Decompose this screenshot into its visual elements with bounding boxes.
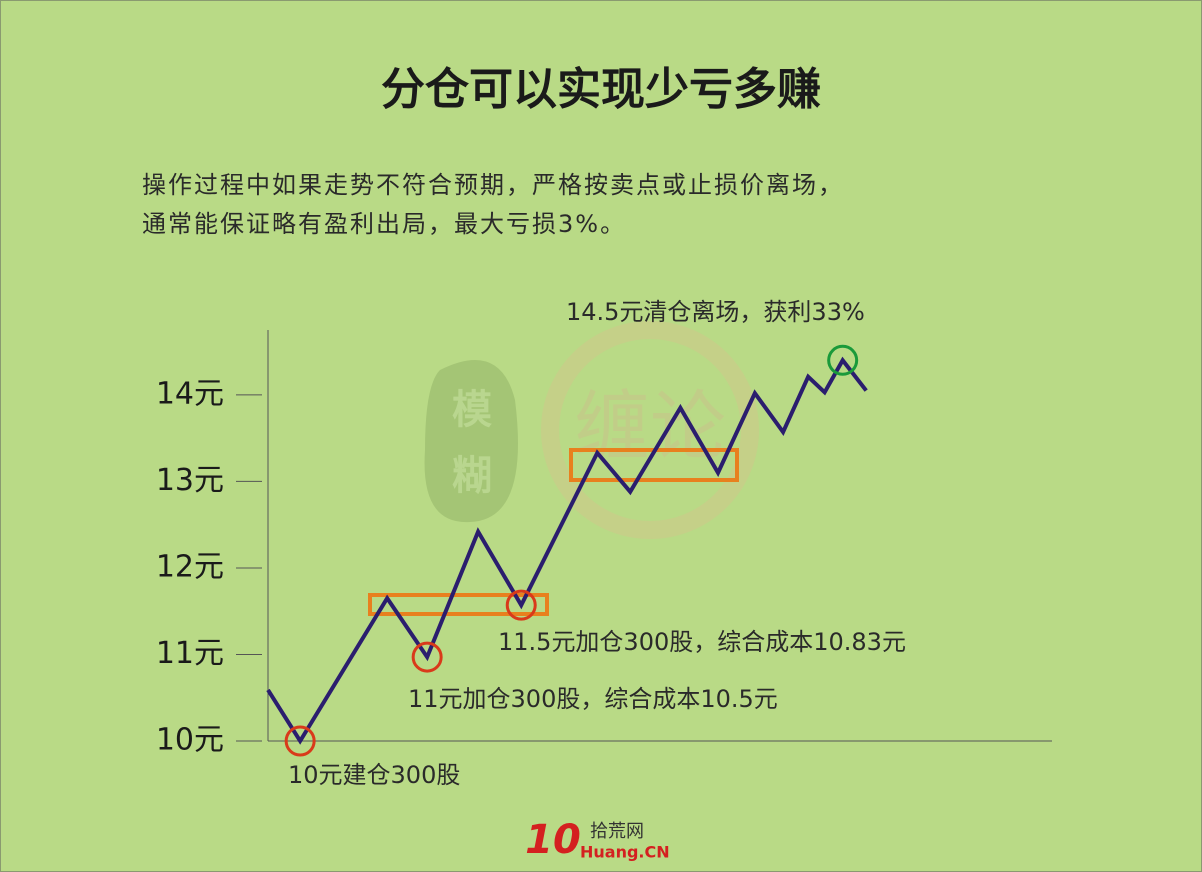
y-tick-label: 13元 — [156, 463, 224, 498]
subtitle: 操作过程中如果走势不符合预期，严格按卖点或止损价离场， — [142, 171, 844, 199]
point-marker — [411, 641, 443, 673]
logo: 10 拾荒网 Huang.CN — [525, 817, 669, 863]
watermark-blob — [424, 360, 518, 523]
logo-name: 拾荒网 — [590, 821, 644, 842]
annotation: 14.5元清仓离场，获利33% — [566, 298, 865, 326]
line — [266, 356, 868, 745]
point-marker — [505, 589, 537, 621]
logo-site: Huang.CN — [580, 843, 670, 862]
watermark: 糊 — [452, 453, 492, 499]
y-tick-label: 10元 — [156, 723, 224, 758]
annotation: 11.5元加仓300股，综合成本10.83元 — [498, 628, 906, 656]
point-marker — [827, 344, 859, 376]
watermark-ring — [541, 321, 759, 539]
annotation: 11元加仓300股，综合成本10.5元 — [408, 685, 778, 713]
price-zone — [368, 593, 549, 616]
y-tick-label: 14元 — [156, 376, 224, 411]
annotation: 10元建仓300股 — [288, 761, 460, 789]
y-tick-label: 12元 — [156, 549, 224, 584]
chart-title: 分仓可以实现少亏多赚 — [381, 64, 821, 115]
watermark: 模 — [452, 387, 492, 433]
y-tick-label: 11元 — [156, 636, 224, 671]
point-marker — [284, 725, 316, 757]
logo-number: 10 — [525, 817, 581, 863]
subtitle: 通常能保证略有盈利出局，最大亏损3%。 — [142, 210, 626, 238]
